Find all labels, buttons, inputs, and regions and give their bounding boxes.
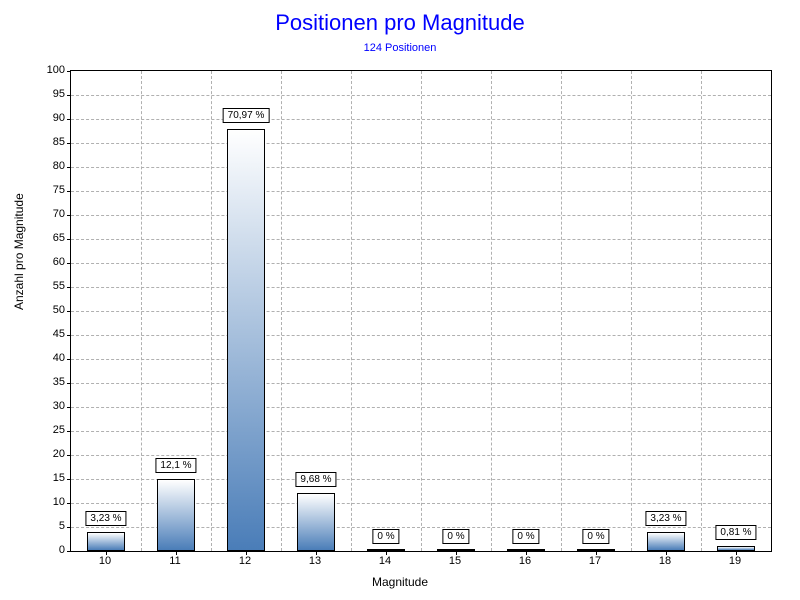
grid-line-v bbox=[211, 71, 212, 551]
y-tick-mark bbox=[67, 503, 71, 504]
x-axis-label: Magnitude bbox=[0, 575, 800, 589]
y-tick-mark bbox=[67, 263, 71, 264]
x-tick-label: 16 bbox=[519, 555, 531, 567]
y-tick-mark bbox=[67, 431, 71, 432]
y-tick-label: 50 bbox=[35, 304, 65, 316]
y-tick-mark bbox=[67, 551, 71, 552]
grid-line-v bbox=[351, 71, 352, 551]
bar-value-label: 0,81 % bbox=[715, 525, 756, 540]
chart-title: Positionen pro Magnitude bbox=[0, 10, 800, 36]
y-tick-label: 65 bbox=[35, 232, 65, 244]
y-tick-label: 40 bbox=[35, 352, 65, 364]
bar bbox=[647, 532, 686, 551]
bar-value-label: 3,23 % bbox=[85, 511, 126, 526]
x-tick-label: 14 bbox=[379, 555, 391, 567]
y-tick-label: 15 bbox=[35, 472, 65, 484]
grid-line-v bbox=[701, 71, 702, 551]
y-tick-label: 85 bbox=[35, 136, 65, 148]
x-tick-label: 12 bbox=[239, 555, 251, 567]
bar bbox=[577, 549, 616, 551]
chart-subtitle: 124 Positionen bbox=[0, 42, 800, 54]
bar bbox=[437, 549, 476, 551]
y-tick-mark bbox=[67, 311, 71, 312]
y-tick-label: 90 bbox=[35, 112, 65, 124]
grid-line-v bbox=[561, 71, 562, 551]
chart-container: Positionen pro Magnitude 124 Positionen … bbox=[0, 0, 800, 600]
y-tick-label: 0 bbox=[35, 544, 65, 556]
bar-value-label: 0 % bbox=[442, 529, 469, 544]
y-tick-mark bbox=[67, 407, 71, 408]
y-tick-mark bbox=[67, 479, 71, 480]
y-tick-mark bbox=[67, 527, 71, 528]
bar bbox=[297, 493, 336, 551]
y-tick-label: 100 bbox=[35, 64, 65, 76]
x-tick-label: 18 bbox=[659, 555, 671, 567]
bar bbox=[717, 546, 756, 551]
y-tick-mark bbox=[67, 95, 71, 96]
y-tick-mark bbox=[67, 167, 71, 168]
bar-value-label: 12,1 % bbox=[155, 458, 196, 473]
y-tick-label: 5 bbox=[35, 520, 65, 532]
y-tick-mark bbox=[67, 359, 71, 360]
y-tick-mark bbox=[67, 191, 71, 192]
grid-line-v bbox=[491, 71, 492, 551]
bar bbox=[507, 549, 546, 551]
grid-line-v bbox=[141, 71, 142, 551]
bar bbox=[227, 129, 266, 551]
grid-line-v bbox=[631, 71, 632, 551]
x-tick-label: 19 bbox=[729, 555, 741, 567]
x-tick-label: 15 bbox=[449, 555, 461, 567]
bar-value-label: 3,23 % bbox=[645, 511, 686, 526]
bar-value-label: 0 % bbox=[372, 529, 399, 544]
x-tick-label: 11 bbox=[169, 555, 180, 567]
x-tick-label: 13 bbox=[309, 555, 321, 567]
y-tick-mark bbox=[67, 383, 71, 384]
y-tick-mark bbox=[67, 119, 71, 120]
grid-line-v bbox=[281, 71, 282, 551]
y-tick-label: 45 bbox=[35, 328, 65, 340]
bar-value-label: 70,97 % bbox=[223, 108, 270, 123]
y-tick-label: 75 bbox=[35, 184, 65, 196]
plot-area: 3,23 % 12,1 % 70,97 % 9,68 % 0 % 0 % 0 % 0 % 3,2… bbox=[70, 70, 772, 552]
y-tick-label: 55 bbox=[35, 280, 65, 292]
y-tick-label: 20 bbox=[35, 448, 65, 460]
y-tick-mark bbox=[67, 287, 71, 288]
bar bbox=[87, 532, 126, 551]
y-tick-label: 10 bbox=[35, 496, 65, 508]
x-tick-label: 10 bbox=[99, 555, 111, 567]
y-tick-label: 70 bbox=[35, 208, 65, 220]
y-tick-label: 95 bbox=[35, 88, 65, 100]
y-tick-mark bbox=[67, 143, 71, 144]
y-tick-mark bbox=[67, 215, 71, 216]
bar bbox=[367, 549, 406, 551]
y-tick-label: 30 bbox=[35, 400, 65, 412]
y-tick-label: 35 bbox=[35, 376, 65, 388]
bar-value-label: 9,68 % bbox=[295, 472, 336, 487]
bar-value-label: 0 % bbox=[512, 529, 539, 544]
bar-value-label: 0 % bbox=[582, 529, 609, 544]
x-tick-label: 17 bbox=[589, 555, 601, 567]
y-tick-mark bbox=[67, 239, 71, 240]
y-tick-label: 60 bbox=[35, 256, 65, 268]
y-tick-mark bbox=[67, 335, 71, 336]
bar bbox=[157, 479, 196, 551]
y-tick-mark bbox=[67, 71, 71, 72]
grid-line-v bbox=[421, 71, 422, 551]
y-tick-mark bbox=[67, 455, 71, 456]
y-axis-label: Anzahl pro Magnitude bbox=[12, 193, 26, 310]
y-tick-label: 80 bbox=[35, 160, 65, 172]
y-tick-label: 25 bbox=[35, 424, 65, 436]
